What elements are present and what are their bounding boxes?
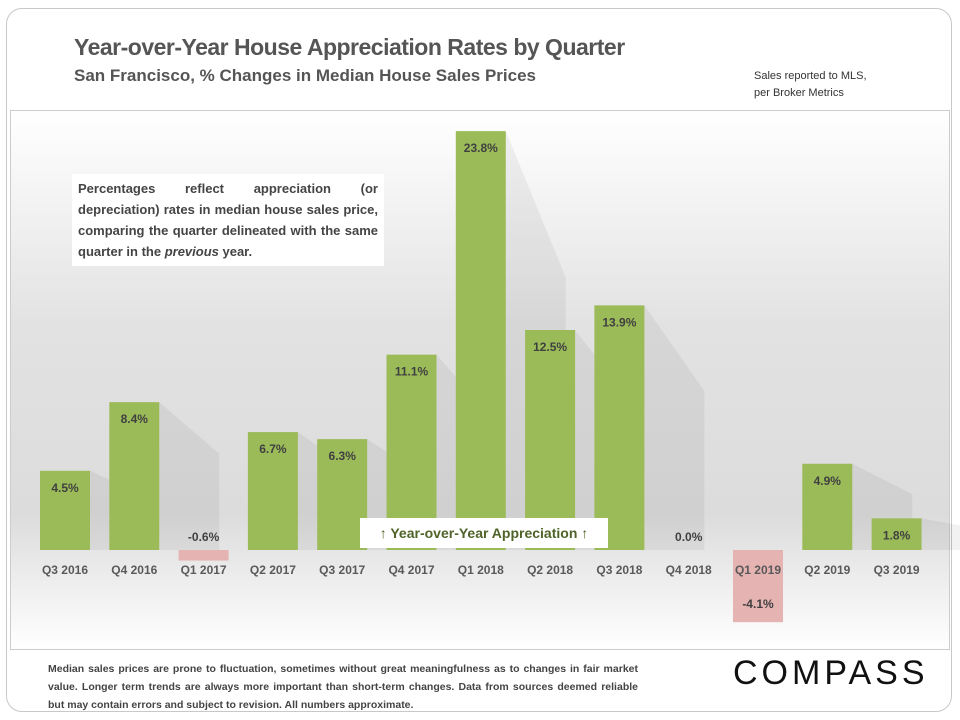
source-line-2: per Broker Metrics [754,87,844,99]
x-tick-label: Q1 2018 [458,563,504,577]
x-tick-label: Q2 2019 [804,563,850,577]
x-tick-label: Q3 2019 [874,563,920,577]
note-text: Percentages reflect appreciation (or dep… [78,181,378,259]
data-label: 6.3% [329,449,357,463]
data-label: 23.8% [464,141,498,155]
footer-disclaimer: Median sales prices are prone to fluctua… [48,663,638,711]
chart-subtitle: San Francisco, % Changes in Median House… [74,66,536,85]
bar-q4-2016 [109,402,160,550]
x-tick-label: Q2 2017 [250,563,296,577]
bar-q1-2017 [178,550,229,561]
bar-q2-2017 [247,432,298,550]
bar-q3-2017 [317,439,368,550]
bar-q2-2019 [802,463,853,550]
x-tick-label: Q4 2017 [388,563,434,577]
data-label: 4.9% [814,474,842,488]
data-label: 0.0% [675,530,703,544]
x-tick-label: Q1 2019 [735,563,781,577]
bar-q2-2018 [525,330,576,550]
bar-q3-2019 [871,518,922,550]
chart-title: Year-over-Year House Appreciation Rates … [74,34,625,60]
appreciation-annotation: ↑ Year-over-Year Appreciation ↑ [360,518,608,548]
bar-q3-2016 [40,470,90,550]
x-tick-label: Q4 2018 [666,563,712,577]
x-tick-label: Q3 2017 [319,563,365,577]
note-emphasis: previous [164,244,219,259]
explanation-note: Percentages reflect appreciation (or dep… [72,174,384,266]
data-label: 1.8% [883,528,911,542]
data-label: 12.5% [533,340,567,354]
data-label: 4.5% [51,481,79,495]
compass-logo: COMPASS [733,654,929,692]
source-line-1: Sales reported to MLS, [754,70,867,82]
x-tick-label: Q3 2016 [42,563,88,577]
x-tick-label: Q4 2016 [111,563,157,577]
bar-q1-2019 [733,550,783,623]
x-tick-label: Q3 2018 [596,563,642,577]
data-label: -0.6% [188,530,220,544]
bar-q3-2018 [594,305,645,550]
data-label: -4.1% [742,597,774,611]
bar-shadow [644,305,705,550]
source-note: Sales reported to MLS, per Broker Metrics [754,68,867,102]
bar-shadow [921,518,960,550]
data-label: 11.1% [395,365,429,379]
bar-q4-2017 [386,354,437,550]
data-label: 6.7% [259,442,287,456]
x-tick-label: Q1 2017 [181,563,227,577]
data-label: 8.4% [121,412,149,426]
x-tick-label: Q2 2018 [527,563,573,577]
bar-shadow [159,402,220,550]
bar-q1-2018 [455,131,506,550]
data-label: 13.9% [602,315,636,329]
note-text-end: year. [218,244,253,259]
